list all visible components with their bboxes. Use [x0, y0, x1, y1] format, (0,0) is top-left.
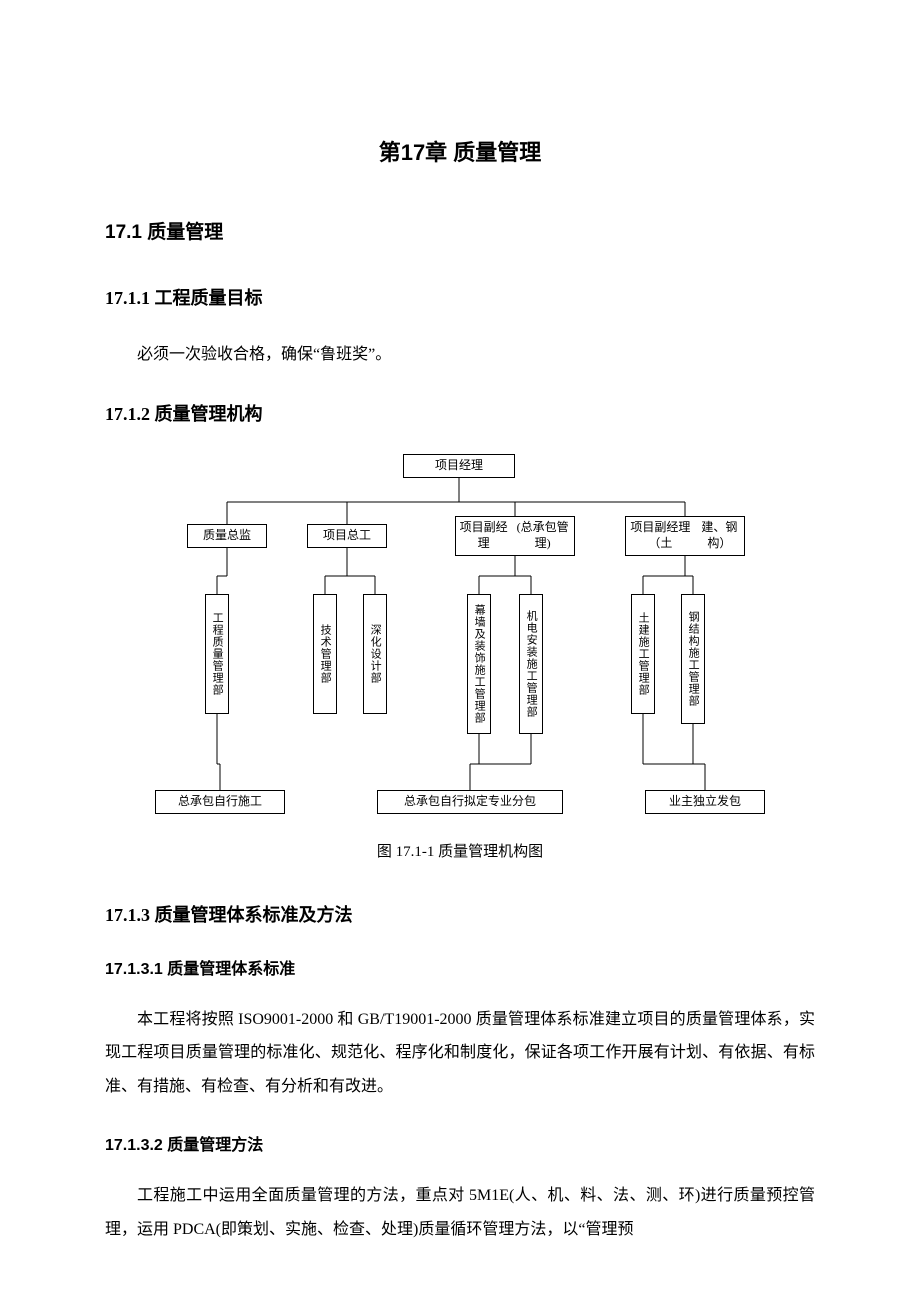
section-17-1-1-body: 必须一次验收合格，确保“鲁班奖”。: [105, 338, 815, 372]
org-node-l3_2: 技术管理部: [313, 594, 337, 714]
org-node-l2_4: 项目副经理（土建、钢构）: [625, 516, 745, 556]
section-17-1-heading: 17.1 质量管理: [105, 217, 815, 244]
section-17-1-3-heading: 17.1.3 质量管理体系标准及方法: [105, 901, 815, 927]
org-node-l3_3: 深化设计部: [363, 594, 387, 714]
section-17-1-3-1-heading: 17.1.3.1 质量管理体系标准: [105, 955, 815, 979]
section-17-1-1-heading: 17.1.1 工程质量目标: [105, 284, 815, 310]
org-node-l4_3: 业主独立发包: [645, 790, 765, 814]
section-17-1-3-2-body: 工程施工中运用全面质量管理的方法，重点对 5M1E(人、机、料、法、测、环)进行…: [105, 1179, 815, 1246]
section-17-1-3-2-heading: 17.1.3.2 质量管理方法: [105, 1131, 815, 1155]
figure-caption: 图 17.1-1 质量管理机构图: [105, 840, 815, 861]
org-node-l3_6: 土建施工管理部: [631, 594, 655, 714]
org-node-l3_5: 机电安装施工管理部: [519, 594, 543, 734]
org-node-l2_1: 质量总监: [187, 524, 267, 548]
org-node-l3_7: 钢结构施工管理部: [681, 594, 705, 724]
org-node-l3_1: 工程质量管理部: [205, 594, 229, 714]
org-node-l4_2: 总承包自行拟定专业分包: [377, 790, 563, 814]
section-17-1-2-heading: 17.1.2 质量管理机构: [105, 400, 815, 426]
org-node-l3_4: 幕墙及装饰施工管理部: [467, 594, 491, 734]
chapter-title: 第17章 质量管理: [105, 135, 815, 167]
org-node-l4_1: 总承包自行施工: [155, 790, 285, 814]
org-node-l2_2: 项目总工: [307, 524, 387, 548]
org-chart: 项目经理质量总监 项目总工 项目副经理(总承包管理) 项目副经理（土建、钢构） 工程质量…: [105, 454, 815, 834]
section-17-1-3-1-body: 本工程将按照 ISO9001-2000 和 GB/T19001-2000 质量管…: [105, 1003, 815, 1104]
org-node-l2_3: 项目副经理(总承包管理): [455, 516, 575, 556]
org-node-root: 项目经理: [403, 454, 515, 478]
